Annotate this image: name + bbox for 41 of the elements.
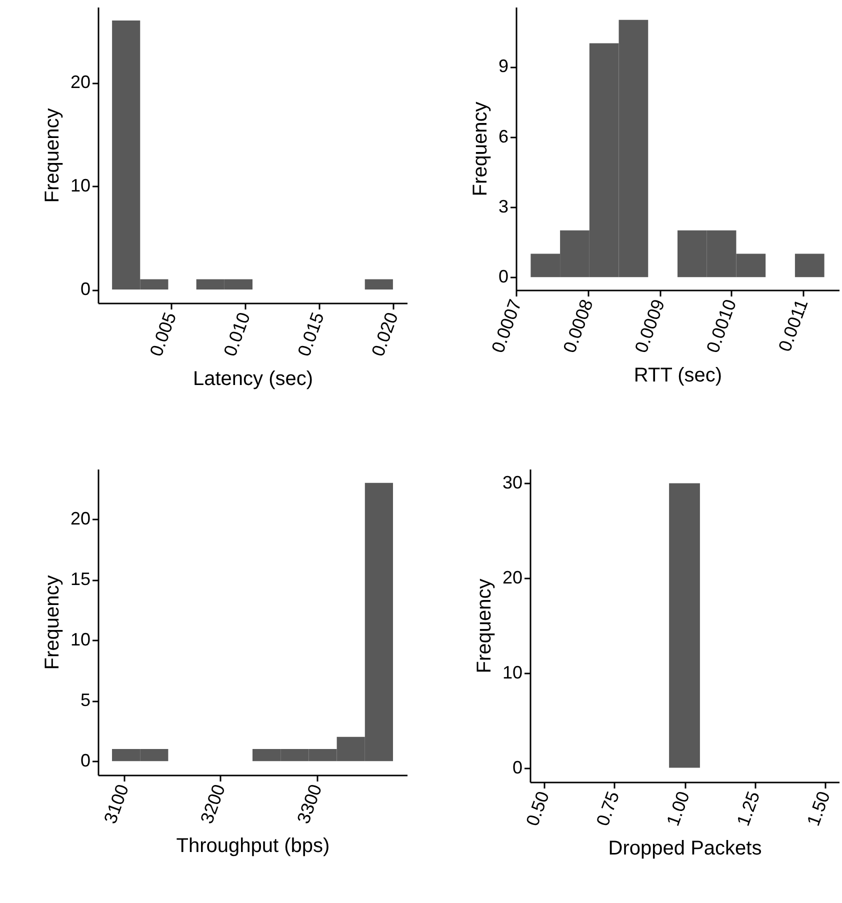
y-tick-label: 10	[70, 630, 90, 650]
x-tick-label: 1.25	[732, 788, 764, 829]
x-axis-title: Throughput (bps)	[176, 835, 330, 858]
x-axis-title: RTT (sec)	[634, 364, 722, 386]
y-tick-label: 6	[498, 126, 508, 146]
x-tick-label: 0.015	[294, 310, 328, 359]
y-tick-label: 9	[498, 56, 508, 76]
y-axis-title: Frequency	[41, 108, 64, 203]
x-tick-label: 3300	[293, 782, 326, 826]
y-axis-title: Frequency	[469, 102, 492, 196]
y-tick-label: 0	[512, 757, 522, 778]
x-tick-label: 0.0011	[774, 296, 812, 354]
y-tick-label: 30	[502, 472, 522, 493]
x-tick-label: 0.0010	[702, 296, 740, 356]
y-tick-label: 10	[502, 662, 522, 682]
x-tick-label: 0.020	[368, 310, 402, 359]
x-tick-label: 0.75	[592, 788, 624, 829]
y-tick-label: 10	[70, 176, 90, 196]
x-tick-label: 3100	[100, 782, 133, 826]
x-tick-label: 0.50	[522, 788, 554, 829]
x-tick-label: 0.0009	[630, 296, 669, 356]
x-tick-label: 0.0007	[488, 296, 526, 356]
x-axis-title: Dropped Packets	[608, 838, 762, 860]
x-tick-label: 3200	[196, 782, 230, 826]
x-axis-title: Latency (sec)	[192, 368, 314, 390]
x-tick-label: 0.0008	[559, 296, 597, 356]
y-tick-label: 15	[70, 569, 90, 590]
y-tick-label: 3	[498, 196, 508, 216]
x-tick-label: 1.50	[803, 788, 834, 829]
x-tick-label: 0.010	[220, 310, 254, 359]
y-tick-label: 0	[80, 279, 90, 300]
y-tick-label: 5	[80, 690, 90, 710]
y-tick-label: 20	[502, 568, 522, 588]
y-tick-label: 20	[70, 72, 90, 92]
y-tick-label: 0	[80, 750, 90, 771]
y-tick-label: 0	[498, 266, 508, 287]
y-axis-title: Frequency	[41, 575, 64, 670]
y-tick-label: 20	[70, 508, 90, 529]
x-tick-label: 0.005	[146, 310, 180, 359]
x-tick-label: 1.00	[662, 788, 694, 829]
y-axis-title: Frequency	[473, 578, 496, 674]
